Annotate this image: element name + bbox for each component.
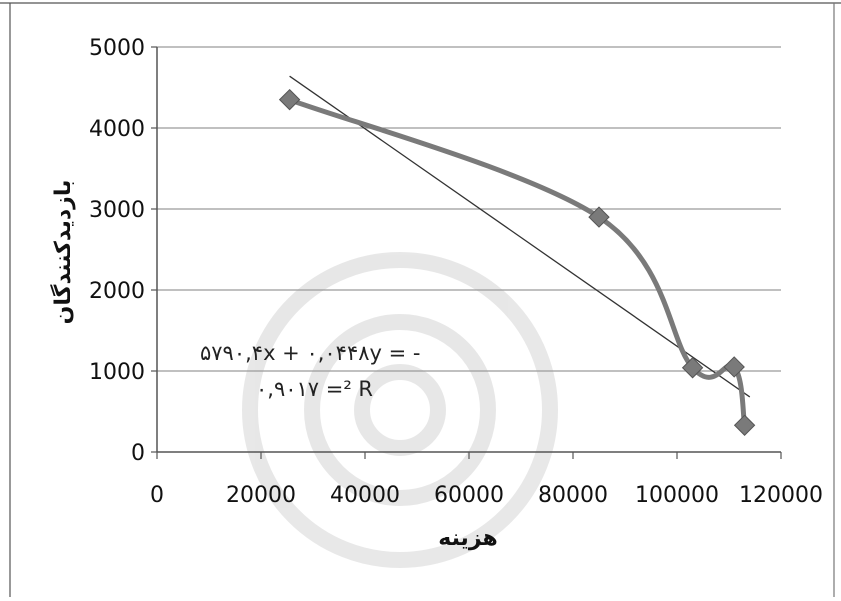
grid-lines: [157, 46, 781, 372]
y-tick-label: 4000: [89, 117, 145, 142]
watermark-ring-inner: [304, 314, 496, 506]
x-tick-label: 20000: [226, 483, 296, 508]
x-tick-labels: 0 20000 40000 60000 80000 100000 120000: [150, 483, 823, 508]
x-tick-label: 60000: [434, 483, 504, 508]
y-tick-label: 1000: [89, 360, 145, 385]
x-tick-label: 40000: [330, 483, 400, 508]
markers-group: [278, 88, 756, 436]
equation-line-1: ۵۷۹۰,۴x + ۰,۰۴۴۸y = -: [200, 341, 420, 365]
y-tick-label: 5000: [89, 36, 145, 61]
y-tick-label: 0: [131, 441, 145, 466]
data-point-2: [588, 206, 610, 228]
axes: [151, 46, 782, 459]
trendline-group: [289, 75, 751, 398]
y-tick-labels: 0 1000 2000 3000 4000 5000: [89, 36, 145, 466]
x-axis-label: هزینه: [438, 526, 498, 551]
data-point-4: [723, 356, 745, 378]
watermark-ring-outer: [242, 252, 558, 568]
x-tick-label: 80000: [538, 483, 608, 508]
data-point-1: [278, 88, 301, 111]
watermark-ring-core: [354, 364, 446, 456]
y-axis-label: بازدیدکنندگان: [49, 180, 76, 325]
equation-line-2: ۰,۹۰۱۷ =² R: [256, 377, 373, 401]
x-tick-label: 100000: [635, 483, 719, 508]
y-tick-label: 2000: [89, 279, 145, 304]
y-tick-label: 3000: [89, 198, 145, 223]
data-point-3: [681, 357, 704, 379]
data-point-5: [733, 414, 756, 436]
x-tick-label: 0: [150, 483, 164, 508]
trendline: [289, 75, 751, 398]
x-tick-label: 120000: [739, 483, 823, 508]
watermark-logo: [242, 252, 558, 568]
